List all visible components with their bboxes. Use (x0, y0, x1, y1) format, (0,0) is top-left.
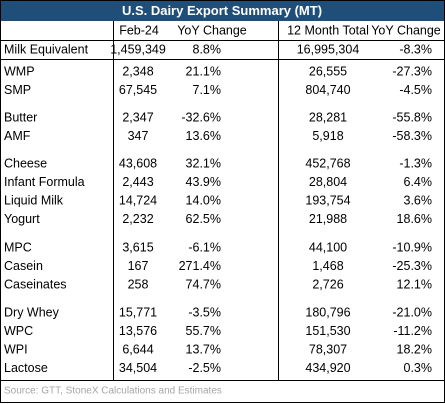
cell-value: 6,644 (122, 342, 153, 356)
cell-value: 62.5% (186, 212, 221, 226)
cell-value: 21.1% (186, 64, 221, 78)
cell-value: 28,804 (309, 175, 347, 189)
cell-value: -4.5% (399, 83, 432, 97)
source-note: Source: GTT, StoneX Calculations and Est… (4, 386, 222, 397)
row-label: Dry Whey (4, 305, 60, 319)
cell-value: 271.4% (179, 259, 221, 273)
cell-value: -6.1% (188, 240, 221, 254)
cell-value: 21,988 (309, 212, 347, 226)
row-label: Liquid Milk (4, 193, 64, 207)
cell-value: 16,995,304 (297, 42, 360, 56)
row-label: Casein (4, 259, 43, 273)
cell-value: 13.6% (186, 129, 221, 143)
cell-value: 32.1% (186, 156, 221, 170)
row-label: MPC (4, 240, 32, 254)
cell-value: 78,307 (309, 342, 347, 356)
cell-value: 2,347 (122, 110, 153, 124)
cell-value: 2,443 (122, 175, 153, 189)
cell-value: 44,100 (309, 240, 347, 254)
cell-value: -58.3% (392, 129, 432, 143)
cell-value: -21.0% (392, 305, 432, 319)
cell-value: 14.0% (186, 193, 221, 207)
cell-value: 13.7% (186, 342, 221, 356)
column-header: YoY Change (177, 23, 247, 37)
cell-value: 1,459,349 (110, 42, 166, 56)
cell-value: 7.1% (193, 83, 222, 97)
cell-value: 43.9% (186, 175, 221, 189)
title-bar (1, 1, 444, 21)
row-label: Butter (4, 110, 37, 124)
cell-value: 3,615 (122, 240, 153, 254)
cell-value: 5,918 (312, 129, 343, 143)
cell-value: -55.8% (392, 110, 432, 124)
cell-value: 167 (128, 259, 149, 273)
row-label: Milk Equivalent (4, 42, 89, 56)
cell-value: 14,724 (119, 193, 157, 207)
cell-value: 193,754 (305, 193, 350, 207)
cell-value: 180,796 (305, 305, 350, 319)
cell-value: 1,468 (312, 259, 343, 273)
row-label: Infant Formula (4, 175, 85, 189)
row-label: Yogurt (4, 212, 40, 226)
cell-value: 804,740 (305, 83, 350, 97)
cell-value: 28,281 (309, 110, 347, 124)
cell-value: 26,555 (309, 64, 347, 78)
cell-value: 434,920 (305, 361, 350, 375)
row-label: Caseinates (4, 277, 67, 291)
cell-value: -2.5% (188, 361, 221, 375)
cell-value: 2,726 (312, 277, 343, 291)
cell-value: 2,348 (122, 64, 153, 78)
cell-value: -8.3% (399, 42, 432, 56)
cell-value: 0.3% (404, 361, 433, 375)
cell-value: 43,608 (119, 156, 157, 170)
row-label: AMF (4, 129, 31, 143)
cell-value: 74.7% (186, 277, 221, 291)
cell-value: 18.2% (397, 342, 432, 356)
cell-value: 67,545 (119, 83, 157, 97)
table-title: U.S. Dairy Export Summary (MT) (122, 3, 322, 18)
cell-value: 151,530 (305, 324, 350, 338)
cell-value: 15,771 (119, 305, 157, 319)
cell-value: -10.9% (392, 240, 432, 254)
cell-value: 3.6% (404, 193, 433, 207)
cell-value: -32.6% (181, 110, 221, 124)
cell-value: -1.3% (399, 156, 432, 170)
cell-value: 34,504 (119, 361, 157, 375)
cell-value: -25.3% (392, 259, 432, 273)
cell-value: 6.4% (404, 175, 433, 189)
cell-value: -27.3% (392, 64, 432, 78)
cell-value: 18.6% (397, 212, 432, 226)
column-header: YoY Change (371, 23, 441, 37)
cell-value: 55.7% (186, 324, 221, 338)
row-label: WPI (4, 342, 28, 356)
row-label: Cheese (4, 156, 47, 170)
row-label: WMP (4, 64, 35, 78)
cell-value: 13,576 (119, 324, 157, 338)
cell-value: 258 (128, 277, 149, 291)
row-label: SMP (4, 83, 31, 97)
cell-value: 8.8% (193, 42, 222, 56)
cell-value: -11.2% (393, 324, 432, 338)
row-label: Lactose (4, 361, 48, 375)
cell-value: 12.1% (397, 277, 432, 291)
cell-value: 452,768 (305, 156, 350, 170)
cell-value: -3.5% (188, 305, 221, 319)
row-label: WPC (4, 324, 33, 338)
column-header: Feb-24 (119, 23, 159, 37)
column-header: 12 Month Total (287, 23, 369, 37)
cell-value: 347 (128, 129, 149, 143)
cell-value: 2,232 (122, 212, 153, 226)
